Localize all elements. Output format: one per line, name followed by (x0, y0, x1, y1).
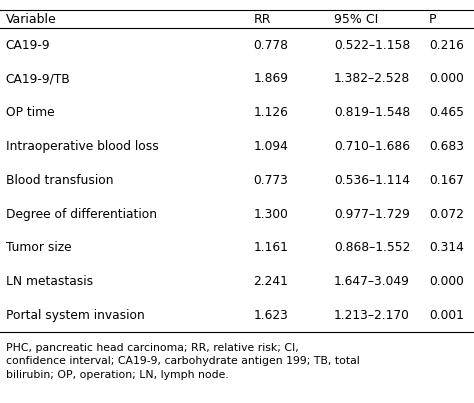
Text: 0.314: 0.314 (429, 241, 464, 254)
Text: 1.213–2.170: 1.213–2.170 (334, 309, 410, 322)
Text: 0.001: 0.001 (429, 309, 464, 322)
Text: CA19-9/TB: CA19-9/TB (6, 73, 71, 85)
Text: 0.819–1.548: 0.819–1.548 (334, 106, 410, 119)
Text: 0.465: 0.465 (429, 106, 464, 119)
Text: 0.773: 0.773 (254, 174, 289, 187)
Text: 1.623: 1.623 (254, 309, 289, 322)
Text: 0.000: 0.000 (429, 73, 464, 85)
Text: Variable: Variable (6, 12, 56, 26)
Text: 1.094: 1.094 (254, 140, 289, 153)
Text: 0.000: 0.000 (429, 275, 464, 288)
Text: 0.683: 0.683 (429, 140, 464, 153)
Text: 1.161: 1.161 (254, 241, 289, 254)
Text: LN metastasis: LN metastasis (6, 275, 93, 288)
Text: Degree of differentiation: Degree of differentiation (6, 208, 157, 221)
Text: 1.869: 1.869 (254, 73, 289, 85)
Text: RR: RR (254, 12, 271, 26)
Text: OP time: OP time (6, 106, 55, 119)
Text: 0.536–1.114: 0.536–1.114 (334, 174, 410, 187)
Text: Portal system invasion: Portal system invasion (6, 309, 145, 322)
Text: CA19-9: CA19-9 (6, 39, 50, 52)
Text: 95% CI: 95% CI (334, 12, 378, 26)
Text: P: P (429, 12, 437, 26)
Text: 0.868–1.552: 0.868–1.552 (334, 241, 410, 254)
Text: 0.216: 0.216 (429, 39, 464, 52)
Text: 0.977–1.729: 0.977–1.729 (334, 208, 410, 221)
Text: 0.167: 0.167 (429, 174, 464, 187)
Text: 1.126: 1.126 (254, 106, 289, 119)
Text: Tumor size: Tumor size (6, 241, 71, 254)
Text: Blood transfusion: Blood transfusion (6, 174, 113, 187)
Text: 1.300: 1.300 (254, 208, 289, 221)
Text: 0.522–1.158: 0.522–1.158 (334, 39, 410, 52)
Text: 0.778: 0.778 (254, 39, 289, 52)
Text: 2.241: 2.241 (254, 275, 289, 288)
Text: Intraoperative blood loss: Intraoperative blood loss (6, 140, 158, 153)
Text: 0.072: 0.072 (429, 208, 464, 221)
Text: 0.710–1.686: 0.710–1.686 (334, 140, 410, 153)
Text: 1.647–3.049: 1.647–3.049 (334, 275, 410, 288)
Text: 1.382–2.528: 1.382–2.528 (334, 73, 410, 85)
Text: PHC, pancreatic head carcinoma; RR, relative risk; CI,
confidence interval; CA19: PHC, pancreatic head carcinoma; RR, rela… (6, 343, 359, 380)
